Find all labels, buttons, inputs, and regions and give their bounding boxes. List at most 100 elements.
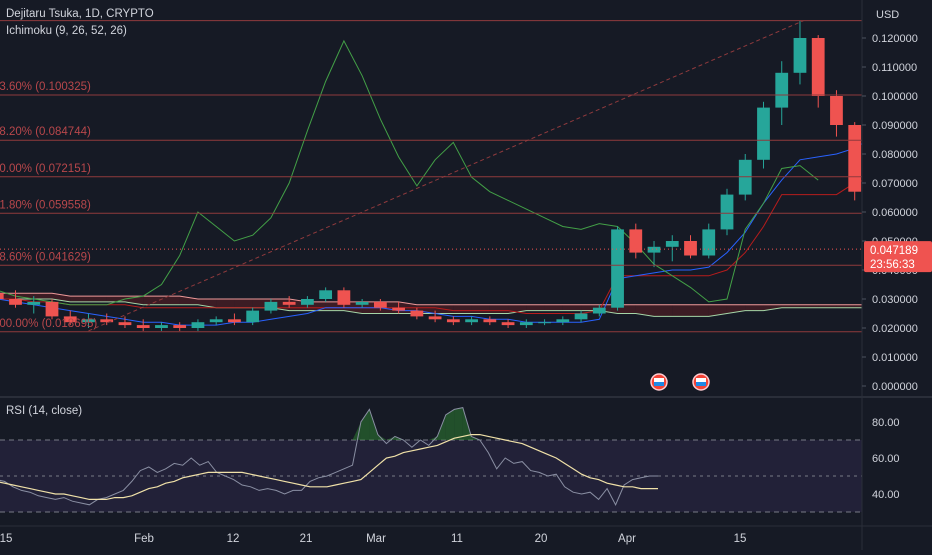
price-tick-label: 0.100000: [872, 91, 918, 103]
price-tick-label: 0.090000: [872, 120, 918, 132]
candle-body: [793, 38, 807, 73]
candle: [592, 304, 606, 317]
candle: [775, 61, 789, 125]
candle-body: [501, 322, 515, 326]
candle-body: [465, 319, 478, 323]
ichimoku-legend[interactable]: Ichimoku (9, 26, 52, 26): [6, 25, 127, 37]
current-price-badge: [864, 241, 932, 273]
candle: [191, 319, 205, 331]
rsi-overbought-fill: [386, 436, 395, 440]
candle: [629, 223, 643, 259]
cloud-segment: [33, 293, 52, 299]
candle: [519, 319, 533, 328]
candle: [9, 290, 22, 308]
price-tick-label: 0.060000: [872, 207, 918, 219]
candle: [811, 35, 825, 108]
rsi-tick-label: 80.00: [872, 417, 900, 429]
rsi-overbought-fill: [352, 422, 361, 440]
candle: [501, 319, 515, 328]
candle-body: [592, 307, 606, 314]
cloud-segment: [635, 304, 655, 317]
candle: [483, 316, 497, 326]
candle-body: [483, 319, 497, 323]
candle-body: [392, 307, 406, 311]
candle-body: [538, 322, 551, 324]
candle: [793, 20, 807, 85]
candle-body: [757, 107, 770, 160]
event-flag-icon[interactable]: [692, 373, 710, 391]
cloud-segment: [161, 296, 180, 305]
time-tick-label: 20: [535, 533, 548, 545]
indicator-lines: [0, 39, 862, 326]
candle: [63, 310, 77, 326]
cloud-segment: [745, 304, 764, 311]
candle: [702, 223, 716, 259]
candle: [830, 90, 843, 137]
event-flag-stripe: [654, 378, 664, 382]
candle: [118, 316, 132, 328]
candle-body: [27, 301, 41, 305]
candle: [319, 287, 333, 302]
event-flag-stripe: [696, 382, 706, 386]
candle: [264, 299, 278, 314]
candle-body: [720, 194, 734, 230]
candle: [611, 226, 624, 311]
candle-body: [337, 290, 351, 305]
candle-body: [647, 246, 661, 253]
event-flag-stripe: [654, 382, 664, 386]
candle: [100, 313, 114, 326]
events-layer[interactable]: [650, 373, 710, 391]
candle: [228, 313, 241, 326]
cloud-segment: [88, 296, 107, 302]
candle-body: [301, 299, 314, 305]
candle-body: [82, 319, 95, 323]
time-tick-label: 11: [451, 533, 463, 545]
time-tick-label: 15: [734, 533, 747, 545]
cloud-segment: [672, 304, 691, 317]
cloud-segment: [453, 304, 472, 314]
rsi-line: [0, 407, 658, 506]
candle-body: [811, 38, 825, 96]
candle: [27, 296, 41, 314]
rsi-legend[interactable]: RSI (14, close): [6, 405, 83, 417]
cloud-segment: [690, 304, 709, 317]
candle-body: [45, 301, 59, 317]
cloud-segment: [197, 299, 217, 308]
candle: [282, 296, 296, 308]
cloud-segment: [763, 304, 782, 311]
fib-label: 23.60% (0.100325): [0, 81, 91, 93]
candle-body: [665, 241, 679, 247]
candle-body: [446, 319, 460, 323]
candle: [0, 293, 4, 299]
currency-label[interactable]: USD: [876, 9, 900, 21]
event-flag-stripe: [696, 378, 706, 382]
candle: [355, 299, 369, 308]
candle: [465, 316, 478, 326]
time-tick-label: Apr: [618, 533, 636, 545]
chikou-line: [0, 39, 819, 306]
candle-body: [848, 125, 862, 192]
cloud-segment: [143, 296, 162, 305]
candle: [410, 307, 424, 320]
cloud-segment: [726, 304, 746, 314]
candle: [921, 189, 932, 212]
cloud-segment: [234, 299, 253, 308]
price-tick-label: 0.080000: [872, 149, 918, 161]
time-tick-label: Feb: [134, 533, 154, 545]
cloud-segment: [836, 304, 855, 308]
candle-body: [921, 195, 932, 207]
candle: [209, 316, 223, 326]
candle-body: [830, 96, 843, 125]
symbol-title[interactable]: Dejitaru Tsuka, 1D, CRYPTO: [6, 8, 154, 20]
cloud-segment: [489, 304, 509, 314]
cloud-segment: [854, 304, 862, 308]
candle-body: [228, 319, 241, 323]
price-tick-label: 0.010000: [872, 352, 918, 364]
candle-body: [209, 319, 223, 323]
candle-body: [246, 310, 260, 323]
cloud-segment: [799, 304, 819, 308]
event-flag-icon[interactable]: [650, 373, 668, 391]
